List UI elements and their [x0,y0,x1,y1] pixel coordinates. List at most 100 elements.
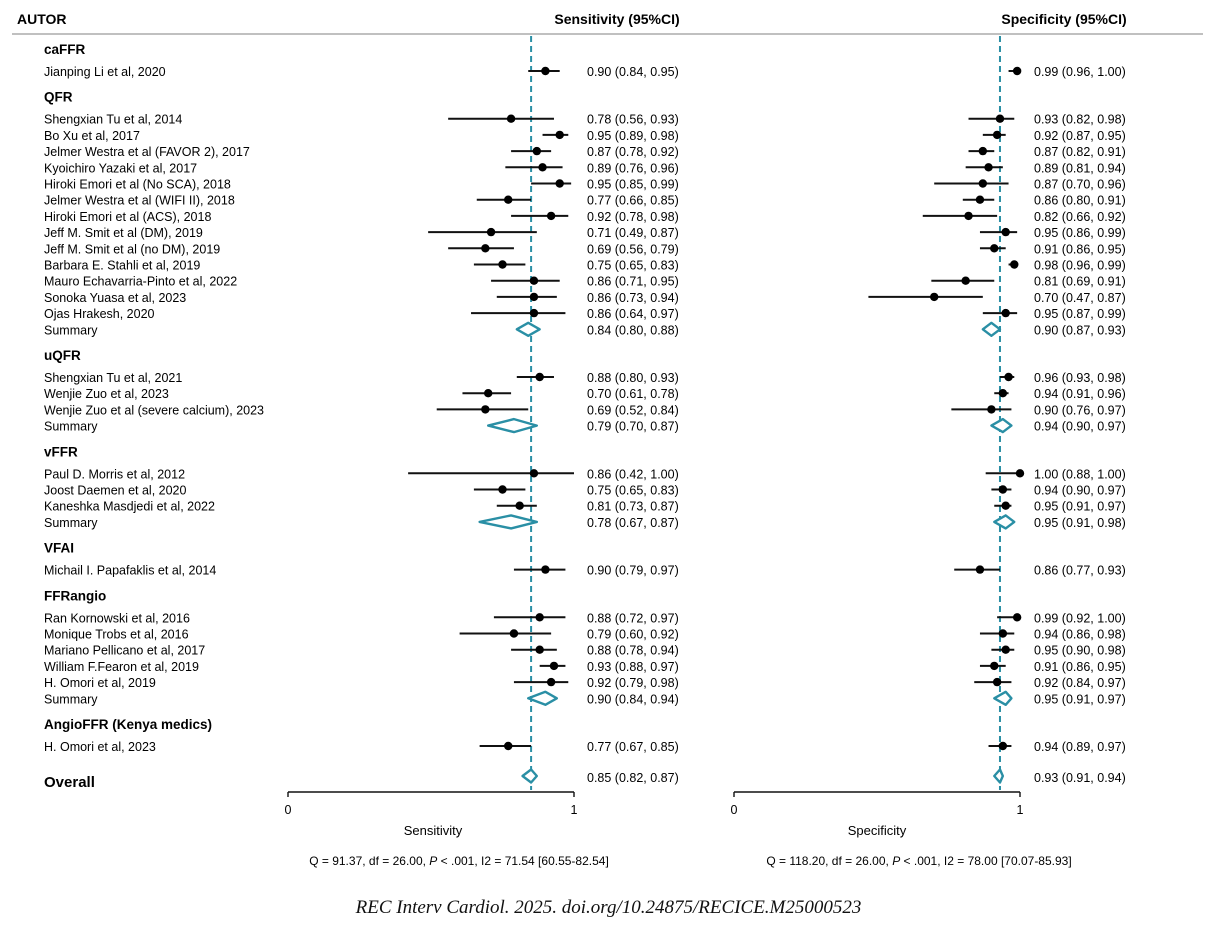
specificity-value: 0.81 (0.69, 0.91) [1034,275,1126,289]
sensitivity-value: 0.78 (0.56, 0.93) [587,113,679,127]
group-heading: caFFR [44,42,86,57]
row-sens-point [481,244,490,253]
row-sens-point [529,292,539,302]
summary-label: Summary [44,420,98,434]
row-spec-point [1001,645,1010,654]
reference-lines [530,36,1001,790]
sensitivity-value: 0.90 (0.84, 0.94) [587,692,679,706]
row-spec-point [995,114,1005,123]
specificity-value: 0.82 (0.66, 0.92) [1034,210,1126,224]
study-label: Barbara E. Stahli et al, 2019 [44,259,200,273]
row-sens-point [504,741,513,751]
spec-tick-label: 0 [731,803,738,817]
specificity-value: 0.95 (0.87, 0.99) [1034,307,1126,321]
row-sens-point [541,565,550,574]
sensitivity-value: 0.81 (0.73, 0.87) [587,500,679,514]
group-heading: FFRangio [44,588,106,603]
study-label: Jeff M. Smit et al (no DM), 2019 [44,242,220,256]
study-label: Wenjie Zuo et al (severe calcium), 2023 [44,403,264,417]
sensitivity-value: 0.88 (0.72, 0.97) [587,611,679,625]
row-spec-summary-diamond [981,321,1002,337]
sensitivity-value: 0.90 (0.79, 0.97) [587,564,679,578]
sensitivity-value: 0.95 (0.89, 0.98) [587,129,679,143]
study-label: Wenjie Zuo et al, 2023 [44,387,169,401]
specificity-value: 0.94 (0.91, 0.96) [1034,387,1126,401]
row-sens-summary-diamond [478,514,539,530]
specificity-axis-label: Specificity [848,823,907,838]
study-label: Jelmer Westra et al (WIFI II), 2018 [44,194,235,208]
sensitivity-value: 0.75 (0.65, 0.83) [587,484,679,498]
citation: REC Interv Cardiol. 2025. doi.org/10.248… [355,897,862,918]
row-spec-point [1012,613,1022,622]
specificity-value: 0.91 (0.86, 0.95) [1034,660,1126,674]
study-label: Ojas Hrakesh, 2020 [44,307,155,321]
row-sens-point [555,179,564,188]
study-label: Jeff M. Smit et al (DM), 2019 [44,226,203,240]
sensitivity-value: 0.69 (0.52, 0.84) [587,403,679,417]
overall-label: Overall [44,774,95,791]
row-spec-point [975,565,985,574]
specificity-value: 0.92 (0.87, 0.95) [1034,129,1126,143]
row-spec-point [1012,66,1022,76]
row-sens-summary-diamond [527,690,559,706]
row-spec-point [1001,227,1010,237]
study-label: Ran Kornowski et al, 2016 [44,611,190,625]
row-spec-point [978,146,988,156]
sensitivity-value: 0.79 (0.70, 0.87) [587,420,679,434]
sensitivity-value: 0.93 (0.88, 0.97) [587,660,679,674]
row-spec-point [961,276,970,285]
group-heading: VFAI [44,541,74,556]
study-label: Mauro Echavarria-Pinto et al, 2022 [44,275,237,289]
summary-label: Summary [44,323,98,337]
sensitivity-value: 0.70 (0.61, 0.78) [587,387,679,401]
group-heading: vFFR [44,444,78,459]
specificity-value: 0.95 (0.91, 0.98) [1034,516,1126,530]
study-rows: caFFR Jianping Li et al, 2020 0.90 (0.84, … [44,42,1126,791]
row-sens-point [535,613,544,622]
specificity-value: 0.98 (0.96, 0.99) [1034,259,1126,273]
study-label: Jelmer Westra et al (FAVOR 2), 2017 [44,145,250,159]
row-spec-point [998,389,1008,398]
row-spec-point [990,661,999,671]
overall-sensitivity-value: 0.85 (0.82, 0.87) [587,771,679,785]
row-spec-point [987,405,996,414]
row-sens-point [546,677,556,687]
sens-tick-label: 0 [285,803,292,817]
specificity-heterogeneity-stats: Q = 118.20, df = 26.00, P < .001, I2 = 7… [766,854,1071,868]
row-spec-point [1001,501,1010,510]
sensitivity-value: 0.88 (0.78, 0.94) [587,644,679,658]
specificity-value: 0.95 (0.91, 0.97) [1034,500,1126,514]
row-sens-summary-diamond [515,321,541,337]
study-label: Hiroki Emori et al (No SCA), 2018 [44,178,231,192]
sensitivity-value: 0.77 (0.66, 0.85) [587,194,679,208]
study-label: Sonoka Yuasa et al, 2023 [44,291,186,305]
overall-spec-summary-diamond [993,768,1005,784]
row-spec-point [992,677,1002,687]
group-heading: QFR [44,90,73,105]
sensitivity-value: 0.86 (0.42, 1.00) [587,467,679,481]
overall-sens-summary-diamond [521,768,539,784]
row-spec-point [978,179,988,188]
sensitivity-value: 0.86 (0.64, 0.97) [587,307,679,321]
specificity-value: 0.90 (0.87, 0.93) [1034,323,1126,337]
sensitivity-value: 0.78 (0.67, 0.87) [587,516,679,530]
row-spec-point [984,163,993,172]
row-spec-point [1004,372,1013,382]
row-spec-point [998,629,1008,638]
row-sens-point [484,389,493,398]
sensitivity-value: 0.95 (0.85, 0.99) [587,178,679,192]
row-spec-point [930,292,939,302]
row-spec-point [1001,308,1010,318]
row-spec-point [990,244,999,253]
specificity-value: 1.00 (0.88, 1.00) [1034,467,1126,481]
row-sens-point [506,114,516,123]
row-spec-point [998,485,1008,494]
study-label: Jianping Li et al, 2020 [44,65,166,79]
row-sens-point [532,146,542,156]
row-sens-point [535,645,544,654]
specificity-value: 0.93 (0.82, 0.98) [1034,113,1126,127]
group-heading: uQFR [44,348,81,363]
specificity-value: 0.86 (0.80, 0.91) [1034,194,1126,208]
sensitivity-value: 0.92 (0.78, 0.98) [587,210,679,224]
